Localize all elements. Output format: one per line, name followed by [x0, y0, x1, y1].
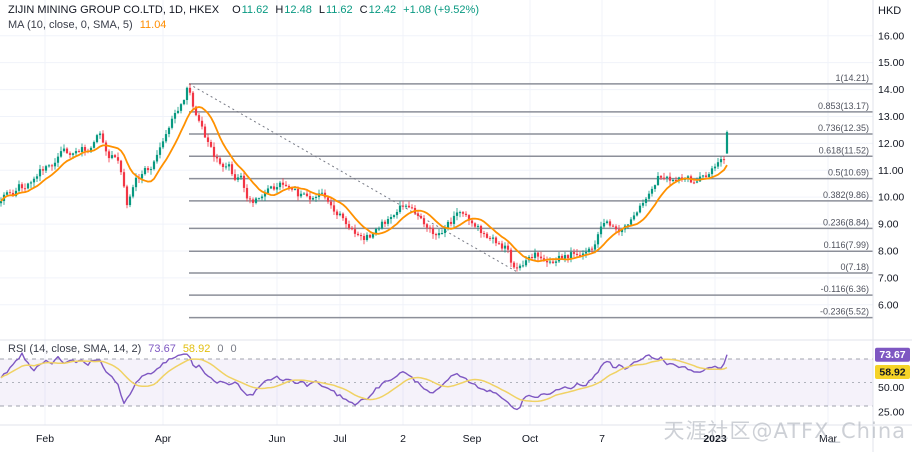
rsi-tick-label: 50.00 [878, 382, 904, 394]
rsi-extra-1: 0 [217, 343, 224, 355]
time-axis[interactable]: Feb Apr Jun Jul 2 Sep Oct 7 2023 Mar [36, 433, 838, 445]
svg-text:58.92: 58.92 [879, 367, 905, 379]
rsi-value: 73.67 [148, 343, 176, 355]
grid-lines [0, 0, 873, 425]
ma-indicator-header: MA (10, close, 0, SMA, 5) 11.04 [8, 19, 166, 31]
time-tick-label: Jul [333, 433, 346, 445]
fib-level-label: 0.618(11.52) [819, 145, 869, 155]
time-tick-label: Feb [36, 433, 54, 445]
fib-level-label: 1(14.21) [835, 73, 869, 83]
fib-level-label: 0.736(12.35) [818, 123, 869, 133]
fib-level-label: -0.116(6.36) [821, 284, 869, 294]
symbol-title: ZIJIN MINING GROUP CO.LTD, 1D, HKEX [8, 4, 220, 16]
price-tick-label: 15.00 [878, 57, 904, 69]
rsi-extra-2: 0 [230, 343, 237, 355]
price-tick-label: 13.00 [878, 111, 904, 123]
low-value: L 11.62 [318, 4, 353, 16]
ma-value: 11.04 [139, 19, 167, 31]
time-tick-label: Sep [463, 433, 482, 445]
candles-series [0, 83, 729, 272]
time-tick-label: Jun [269, 433, 286, 445]
fib-labels: 1(14.21) 0.853(13.17) 0.736(12.35) 0.618(11… [818, 73, 869, 317]
rsi-band [0, 358, 873, 407]
price-tick-label: 9.00 [878, 219, 899, 231]
ma-line [0, 106, 728, 263]
time-tick-label: Mar [819, 433, 838, 445]
time-tick-label: 2 [400, 433, 406, 445]
price-tick-label: 12.00 [878, 138, 904, 150]
time-tick-label: Apr [155, 433, 172, 445]
time-tick-label: Oct [522, 433, 538, 445]
open-value: O 11.62 [232, 4, 269, 16]
price-tick-label: 14.00 [878, 84, 904, 96]
fib-level-label: 0(7.18) [840, 262, 869, 272]
time-tick-label: 7 [599, 433, 605, 445]
rsi-indicator-header: RSI (14, close, SMA, 14, 2) 73.67 58.92 … [8, 343, 237, 355]
fib-level-label: 0.382(9.86) [823, 190, 869, 200]
change-value: +1.08 (+9.52%) [403, 4, 479, 16]
rsi-tick-label: 25.00 [878, 406, 904, 418]
price-tick-label: 6.00 [878, 299, 899, 311]
price-axis-currency: HKD [878, 5, 901, 17]
svg-text:73.67: 73.67 [879, 349, 905, 361]
fib-level-label: 0.853(13.17) [818, 101, 869, 111]
close-value: C 12.42 [359, 4, 397, 16]
rsi-lines [0, 352, 728, 411]
fib-level-label: 0.236(8.84) [823, 217, 869, 227]
price-axis[interactable]: HKD 16.00 15.00 14.00 13.00 12.00 11.00 10.00 9.… [878, 5, 904, 311]
price-tick-label: 16.00 [878, 30, 904, 42]
ma-label: MA (10, close, 0, SMA, 5) [8, 19, 133, 31]
rsi-axis[interactable]: 73.67 58.92 50.00 25.00 [875, 347, 910, 419]
fib-level-label: 0.5(10.69) [828, 168, 869, 178]
price-tick-label: 7.00 [878, 272, 899, 284]
rsi-label: RSI (14, close, SMA, 14, 2) [8, 343, 142, 355]
rsi-sma-badge [875, 365, 910, 380]
price-tick-label: 10.00 [878, 192, 904, 204]
fib-retracement-lines[interactable] [189, 83, 873, 319]
price-tick-label: 11.00 [878, 165, 904, 177]
fib-trendline[interactable] [188, 83, 520, 274]
high-value: H 12.48 [275, 4, 312, 16]
symbol-header: ZIJIN MINING GROUP CO.LTD, 1D, HKEX O 11.… [8, 4, 479, 16]
rsi-value-badge [875, 347, 910, 362]
rsi-sma-value: 58.92 [182, 343, 211, 355]
fib-level-label: 0.116(7.99) [824, 240, 869, 250]
time-tick-label: 2023 [703, 433, 727, 445]
fib-level-label: -0.236(5.52) [820, 307, 869, 317]
price-tick-label: 8.00 [878, 245, 899, 257]
